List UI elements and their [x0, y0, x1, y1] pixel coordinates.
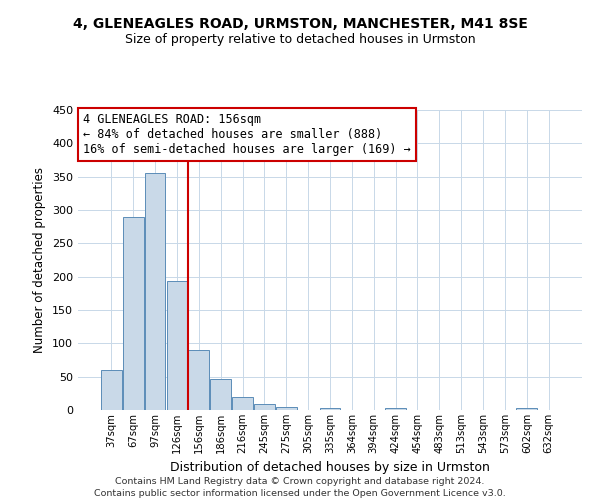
Bar: [517, 408, 537, 410]
Bar: [167, 282, 187, 410]
Bar: [254, 404, 275, 410]
Y-axis label: Number of detached properties: Number of detached properties: [34, 167, 46, 353]
Bar: [101, 370, 122, 410]
Bar: [188, 350, 209, 410]
Text: 4 GLENEAGLES ROAD: 156sqm
← 84% of detached houses are smaller (888)
16% of semi: 4 GLENEAGLES ROAD: 156sqm ← 84% of detac…: [83, 113, 411, 156]
Bar: [276, 406, 296, 410]
Bar: [385, 408, 406, 410]
Text: Contains HM Land Registry data © Crown copyright and database right 2024.: Contains HM Land Registry data © Crown c…: [115, 478, 485, 486]
Text: Contains public sector information licensed under the Open Government Licence v3: Contains public sector information licen…: [94, 489, 506, 498]
X-axis label: Distribution of detached houses by size in Urmston: Distribution of detached houses by size …: [170, 462, 490, 474]
Bar: [232, 396, 253, 410]
Text: 4, GLENEAGLES ROAD, URMSTON, MANCHESTER, M41 8SE: 4, GLENEAGLES ROAD, URMSTON, MANCHESTER,…: [73, 18, 527, 32]
Bar: [145, 174, 166, 410]
Text: Size of property relative to detached houses in Urmston: Size of property relative to detached ho…: [125, 32, 475, 46]
Bar: [123, 216, 143, 410]
Bar: [210, 380, 231, 410]
Bar: [320, 408, 340, 410]
